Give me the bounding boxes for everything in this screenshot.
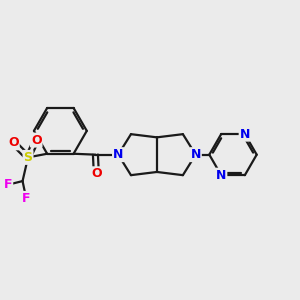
Text: F: F	[4, 178, 12, 191]
Text: O: O	[91, 167, 102, 180]
Text: N: N	[190, 148, 201, 161]
Text: N: N	[240, 128, 250, 141]
Text: F: F	[22, 192, 30, 205]
Text: O: O	[31, 134, 41, 147]
Text: N: N	[216, 169, 226, 182]
Text: S: S	[23, 151, 32, 164]
Text: O: O	[8, 136, 19, 149]
Text: N: N	[113, 148, 123, 161]
